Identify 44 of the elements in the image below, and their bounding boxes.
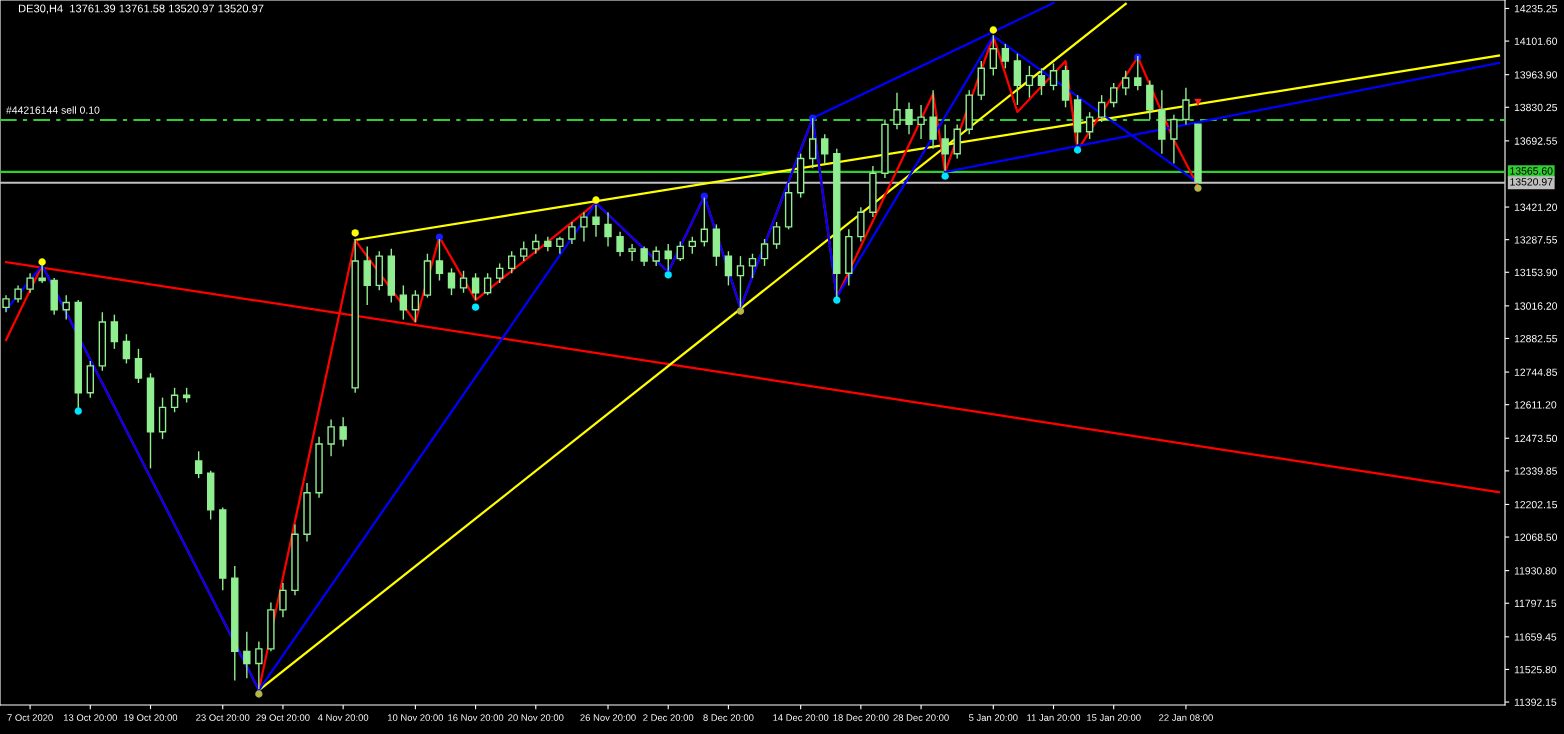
x-tick-label: 14 Dec 20:00 [773,714,829,721]
x-tick-label: 18 Dec 20:00 [833,714,889,721]
ref-line-label: 13565.60 [1510,167,1553,175]
x-tick-label: 29 Oct 20:00 [256,714,310,721]
y-tick-label: 12339.85 [1514,467,1558,475]
y-tick-label: 13830.25 [1514,103,1558,112]
x-tick-label: 26 Nov 20:00 [580,714,636,721]
x-tick-label: 8 Dec 20:00 [703,714,754,721]
ref-line-label: #44216144 sell 0.10 [6,106,100,114]
x-tick-label: 11 Jan 20:00 [1027,714,1081,721]
y-tick-label: 11797.15 [1514,599,1557,608]
x-tick-label: 16 Nov 20:00 [448,714,504,721]
y-tick-label: 12744.85 [1514,368,1558,376]
y-tick-label: 14101.60 [1514,37,1558,45]
y-tick-label: 13421.20 [1514,203,1558,211]
x-tick-label: 5 Jan 20:00 [969,714,1018,721]
y-tick-label: 11525.80 [1514,665,1557,674]
y-tick-label: 12611.20 [1514,401,1557,409]
x-tick-label: 15 Jan 20:00 [1087,714,1141,721]
x-tick-label: 4 Nov 20:00 [317,714,369,721]
y-tick-label: 13963.90 [1514,71,1558,79]
y-tick-label: 12473.50 [1514,434,1558,443]
chart-title: DE30,H4 13761.39 13761.58 13520.97 13520.97 [18,4,264,14]
x-tick-label: 2 Dec 20:00 [643,714,694,721]
ref-line-label: 13520.97 [1510,178,1553,186]
y-tick-label: 11392.15 [1514,698,1557,706]
y-tick-label: 12882.55 [1514,334,1558,343]
x-tick-label: 23 Oct 20:00 [196,714,250,721]
x-tick-label: 7 Oct 2020 [7,714,53,721]
y-tick-label: 13016.20 [1514,302,1558,310]
y-tick-label: 13153.90 [1514,268,1558,277]
x-tick-label: 28 Dec 20:00 [893,714,949,721]
x-tick-label: 10 Nov 20:00 [388,714,444,721]
x-tick-label: 22 Jan 08:00 [1159,714,1213,721]
y-tick-label: 11930.80 [1514,567,1557,575]
y-tick-label: 12068.50 [1514,533,1558,541]
y-tick-label: 13287.55 [1514,236,1558,244]
x-tick-label: 19 Oct 20:00 [124,714,178,721]
x-tick-label: 20 Nov 20:00 [508,714,564,721]
x-tick-label: 13 Oct 20:00 [63,714,117,721]
y-tick-label: 13692.55 [1514,137,1558,145]
y-tick-label: 12202.15 [1514,500,1558,509]
y-tick-label: 11659.45 [1514,633,1557,641]
y-tick-label: 14235.25 [1514,4,1558,13]
